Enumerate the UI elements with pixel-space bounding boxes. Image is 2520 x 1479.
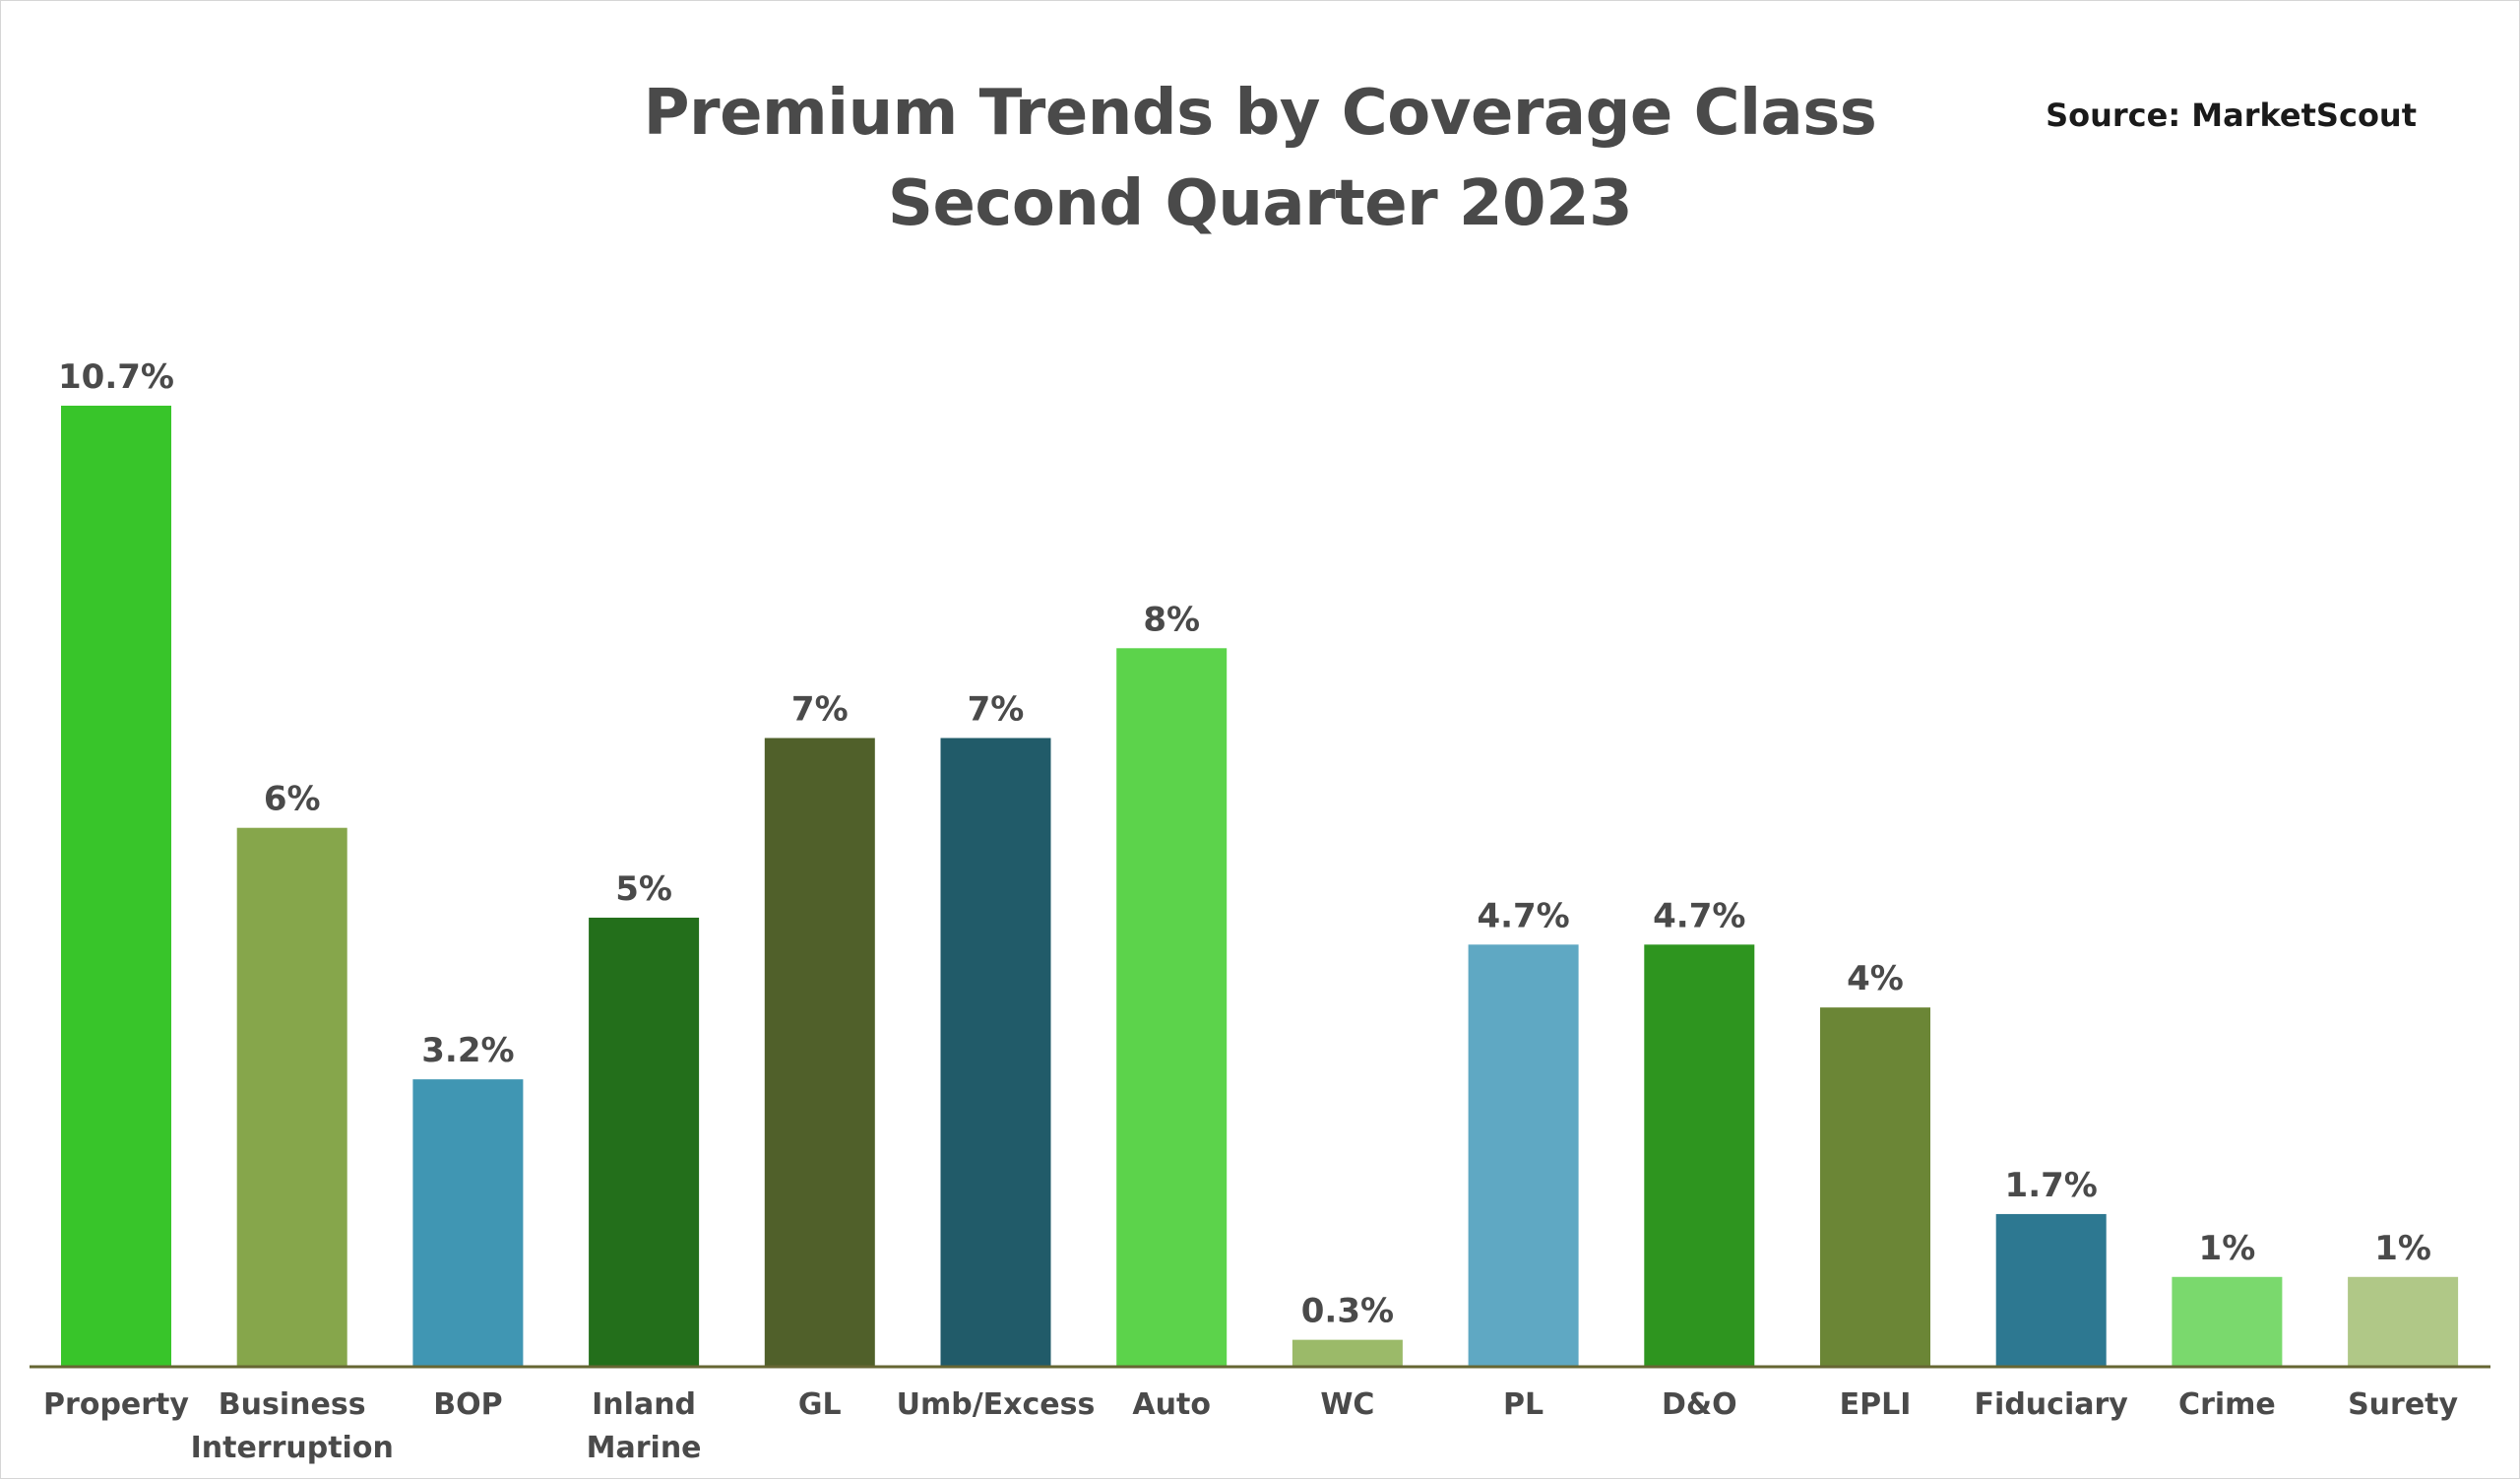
data-label-11: 1.7%	[2005, 1166, 2098, 1205]
bars-group	[61, 406, 2459, 1367]
data-label-9: 4.7%	[1653, 896, 1745, 935]
bar-13	[2348, 1276, 2459, 1367]
data-label-3: 5%	[615, 869, 672, 909]
bar-6	[1116, 648, 1228, 1367]
data-label-1: 6%	[264, 780, 321, 819]
bar-9	[1644, 944, 1755, 1367]
data-label-7: 0.3%	[1301, 1292, 1394, 1331]
value-labels-group: 10.7% 6% 3.2% 5% 7% 7% 8% 0.3% 4.7% 4.7% 4% 1.7% 1% 1…	[58, 357, 2431, 1331]
bar-1	[236, 827, 347, 1367]
chart-title: Premium Trends by Coverage Class	[643, 77, 1877, 150]
data-label-8: 4.7%	[1477, 896, 1569, 935]
category-label-1: Business Interruption	[191, 1387, 394, 1465]
category-label-2: BOP	[433, 1387, 502, 1422]
data-label-2: 3.2%	[421, 1031, 514, 1070]
category-label-9: D&O	[1662, 1387, 1737, 1422]
category-label-4: GL	[798, 1387, 842, 1422]
category-label-5: Umb/Excess	[897, 1387, 1096, 1422]
category-label-11: Fiduciary	[1975, 1387, 2129, 1422]
category-label-6: Auto	[1132, 1387, 1211, 1422]
data-label-6: 8%	[1143, 600, 1200, 639]
data-label-4: 7%	[791, 689, 849, 729]
data-label-0: 10.7%	[58, 357, 174, 397]
bar-0	[61, 406, 171, 1367]
bar-11	[1995, 1213, 2107, 1367]
bar-8	[1468, 944, 1579, 1367]
category-label-12: Crime	[2178, 1387, 2276, 1422]
data-label-13: 1%	[2374, 1229, 2431, 1268]
data-label-5: 7%	[968, 689, 1025, 729]
bar-10	[1820, 1007, 1930, 1367]
category-label-10: EPLI	[1840, 1387, 1912, 1422]
category-label-13: Surety	[2348, 1387, 2458, 1422]
chart-source: Source: MarketScout	[2046, 96, 2417, 134]
category-label-0: Property	[43, 1387, 189, 1422]
bar-2	[412, 1079, 524, 1367]
data-label-10: 4%	[1847, 959, 1904, 998]
category-label-3: Inland Marine	[587, 1387, 702, 1465]
bar-5	[940, 738, 1051, 1367]
bar-3	[589, 917, 700, 1367]
bar-7	[1292, 1339, 1403, 1367]
chart-subtitle: Second Quarter 2023	[887, 167, 1633, 240]
category-label-7: WC	[1320, 1387, 1374, 1422]
bar-12	[2172, 1276, 2283, 1367]
data-label-12: 1%	[2199, 1229, 2256, 1268]
bar-4	[764, 738, 875, 1367]
category-labels-group: Property Business Interruption BOP Inland Mar…	[43, 1387, 2458, 1465]
category-label-8: PL	[1503, 1387, 1544, 1422]
